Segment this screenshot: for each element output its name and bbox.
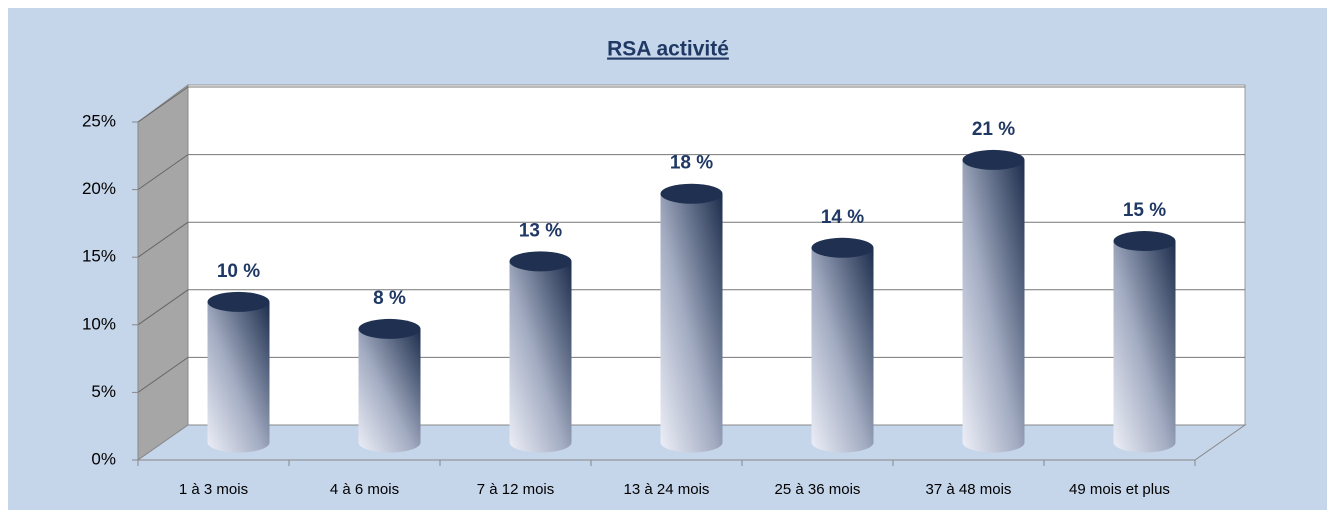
grid-line xyxy=(137,289,189,326)
cylinder-body xyxy=(962,159,1025,453)
value-label: 18 % xyxy=(670,153,713,174)
x-tick-label: 37 à 48 mois xyxy=(926,481,1012,498)
grid-line xyxy=(137,356,189,393)
x-tick-label: 7 à 12 mois xyxy=(477,481,555,498)
y-tick-label: 20% xyxy=(82,179,116,198)
value-label: 10 % xyxy=(217,261,260,282)
x-tick-label: 1 à 3 mois xyxy=(179,481,248,498)
chart-title: RSA activité xyxy=(607,38,729,61)
cylinder xyxy=(509,251,572,453)
cylinder-top xyxy=(660,183,723,204)
cylinder-top xyxy=(358,318,421,339)
value-label: 8 % xyxy=(373,288,406,309)
cylinder xyxy=(962,149,1025,453)
x-tick-label: 25 à 36 mois xyxy=(775,481,861,498)
cylinder-top xyxy=(962,149,1025,170)
cylinder xyxy=(660,183,723,453)
cylinder-body xyxy=(509,261,572,453)
y-tick-label: 0% xyxy=(91,449,116,468)
cylinder-body xyxy=(660,193,723,453)
value-label: 14 % xyxy=(821,207,864,228)
cylinder xyxy=(1113,231,1176,453)
cylinder-top xyxy=(1113,231,1176,252)
cylinder-top xyxy=(207,291,270,312)
y-tick-label: 25% xyxy=(82,111,116,130)
cylinder-body xyxy=(811,247,874,453)
cylinder xyxy=(207,291,270,453)
cylinder xyxy=(811,237,874,453)
grid-line xyxy=(137,86,189,123)
value-label: 15 % xyxy=(1123,200,1166,221)
x-tick-label: 4 à 6 mois xyxy=(330,481,399,498)
x-tick-label: 13 à 24 mois xyxy=(624,481,710,498)
value-label: 13 % xyxy=(519,220,562,241)
grid-line xyxy=(137,154,189,191)
cylinder-body xyxy=(207,301,270,453)
side-wall xyxy=(137,84,189,461)
y-tick-label: 5% xyxy=(91,382,116,401)
cylinder-top xyxy=(811,237,874,258)
y-tick-label: 10% xyxy=(82,314,116,333)
cylinder-top xyxy=(509,251,572,272)
cylinder xyxy=(358,318,421,453)
value-label: 21 % xyxy=(972,119,1015,140)
y-tick-label: 15% xyxy=(82,247,116,266)
grid-line xyxy=(137,221,189,258)
cylinder-body xyxy=(358,328,421,453)
x-tick-label: 49 mois et plus xyxy=(1069,481,1170,498)
cylinder-body xyxy=(1113,241,1176,453)
